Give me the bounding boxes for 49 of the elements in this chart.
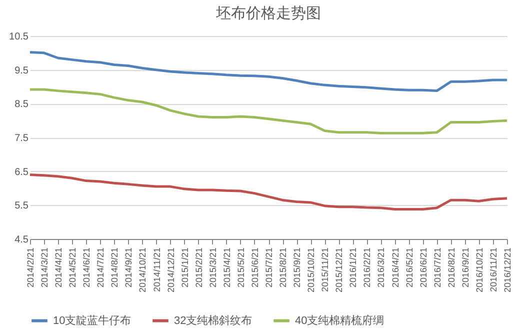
legend-label: 32支纯棉斜纹布 bbox=[174, 314, 252, 327]
y-tick-label: 8.5 bbox=[14, 99, 29, 110]
x-tick-label: 2014/2/21 bbox=[26, 248, 36, 288]
x-tick-label: 2016/11/21 bbox=[488, 248, 498, 292]
x-tick-label: 2016/10/21 bbox=[474, 248, 484, 293]
x-tick-label: 2015/8/21 bbox=[278, 248, 288, 288]
x-tick-label: 2014/7/21 bbox=[96, 248, 106, 288]
y-tick-label: 5.5 bbox=[14, 200, 29, 212]
x-tick-label: 2016/12/21 bbox=[502, 248, 512, 293]
x-tick-label: 2016/1/21 bbox=[348, 248, 358, 288]
x-tick-label: 2014/12/21 bbox=[166, 248, 176, 293]
line-series bbox=[28, 88, 508, 134]
x-tick-label: 2015/12/21 bbox=[334, 248, 344, 293]
y-tick-label: 7.5 bbox=[14, 133, 29, 144]
x-tick-label: 2015/2/21 bbox=[194, 248, 204, 288]
x-tick-label: 2015/10/21 bbox=[306, 248, 316, 293]
y-tick-label: 4.5 bbox=[14, 234, 29, 246]
y-tick-label: 6.5 bbox=[14, 166, 29, 178]
x-tick-label: 2014/4/21 bbox=[54, 248, 64, 288]
x-tick-label: 2014/9/21 bbox=[124, 248, 134, 288]
legend-label: 40支纯棉精梳府绸 bbox=[295, 314, 384, 327]
x-tick-label: 2014/10/21 bbox=[138, 248, 148, 293]
x-tick-label: 2016/6/21 bbox=[418, 248, 428, 288]
y-tick-label: 9.5 bbox=[14, 65, 29, 76]
x-tick-label: 2014/11/21 bbox=[152, 248, 162, 292]
line-series bbox=[28, 50, 508, 92]
x-tick-label: 2015/6/21 bbox=[250, 248, 260, 288]
x-tick-label: 2016/5/21 bbox=[404, 248, 414, 288]
legend-label: 10支靛蓝牛仔布 bbox=[53, 314, 132, 327]
x-tick-label: 2015/3/21 bbox=[208, 248, 218, 288]
x-tick-label: 2016/3/21 bbox=[376, 248, 386, 288]
chart-title: 坯布价格走势图 bbox=[215, 5, 321, 22]
x-tick-label: 2015/4/21 bbox=[222, 248, 232, 288]
x-tick-label: 2014/6/21 bbox=[82, 248, 92, 288]
x-tick-label: 2014/5/21 bbox=[68, 248, 78, 288]
x-tick-label: 2014/8/21 bbox=[110, 248, 120, 288]
x-tick-label: 2014/3/21 bbox=[40, 248, 50, 288]
x-tick-label: 2016/2/21 bbox=[362, 248, 372, 288]
x-tick-label: 2015/1/21 bbox=[180, 248, 190, 288]
x-tick-label: 2016/7/21 bbox=[432, 248, 442, 288]
x-tick-label: 2015/9/21 bbox=[292, 248, 302, 288]
x-tick-label: 2016/9/21 bbox=[460, 248, 470, 288]
x-tick-label: 2016/8/21 bbox=[446, 248, 456, 288]
x-tick-label: 2015/7/21 bbox=[264, 248, 274, 288]
x-tick-label: 2016/4/21 bbox=[390, 248, 400, 288]
line-series bbox=[28, 173, 508, 210]
y-tick-label: 10.5 bbox=[9, 32, 29, 42]
x-tick-label: 2015/11/21 bbox=[320, 248, 330, 292]
x-tick-label: 2015/5/21 bbox=[236, 248, 246, 288]
